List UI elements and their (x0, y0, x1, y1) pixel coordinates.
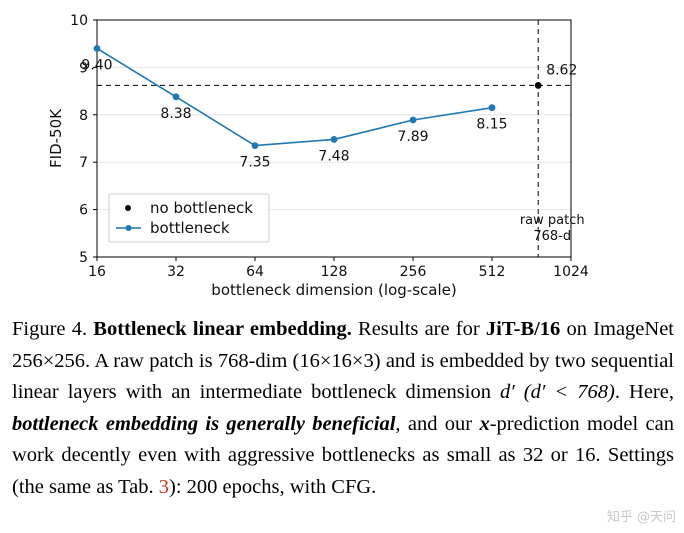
legend-box (108, 193, 270, 243)
y-tick-label-5: 5 (79, 250, 88, 266)
caption-text-1: Results are for (351, 318, 486, 340)
annotation-raw-patch-line-1: 768-d (533, 229, 571, 244)
caption-math-dprime: d′ (d′ < 768) (500, 381, 615, 403)
data-label-bottleneck-256: 7.89 (397, 129, 428, 145)
caption-model-name: JiT-B/16 (485, 318, 561, 340)
chart: 5 6 7 8 9 10 16 32 64 128 256 512 1024 bottleneck di… (47, 13, 589, 299)
y-tick-label-6: 6 (79, 203, 88, 219)
legend-label-bottleneck: bottleneck (150, 219, 230, 237)
data-label-bottleneck-512: 8.15 (476, 117, 507, 133)
x-axis-label: bottleneck dimension (log-scale) (211, 281, 456, 299)
axis-ticks: 5 6 7 8 9 10 16 32 64 128 256 512 1024 (70, 13, 589, 280)
figure-label: Figure 4. (12, 318, 88, 340)
data-point-bottleneck-32 (172, 93, 180, 101)
x-tick-label-16: 16 (88, 264, 106, 280)
caption-x-symbol: x (479, 412, 490, 435)
series: 9.40 8.38 7.35 7.48 7.89 8.15 8.62 (81, 45, 577, 171)
data-point-bottleneck-512 (488, 104, 496, 112)
y-tick-label-10: 10 (70, 13, 88, 29)
caption-text-5: -prediction model can work decently even… (12, 412, 674, 498)
caption-text-6: ): 200 epochs, with CFG. (169, 475, 377, 498)
y-axis-label: FID-50K (47, 108, 65, 168)
annotation-raw-patch-line-0: raw patch (520, 213, 585, 228)
data-point-bottleneck-128 (330, 136, 338, 143)
data-point-bottleneck-16 (93, 45, 101, 52)
data-label-bottleneck-128: 7.48 (318, 148, 349, 164)
legend-marker-bottleneck (125, 225, 132, 231)
data-label-bottleneck-64: 7.35 (239, 155, 270, 171)
legend: no bottleneck bottleneck (108, 193, 270, 243)
data-point-no-bottleneck (534, 82, 542, 89)
y-tick-label-8: 8 (79, 108, 88, 124)
watermark: 知乎 @天问 (604, 506, 678, 525)
caption-title: Bottleneck linear embedding. (93, 318, 352, 340)
legend-label-no-bottleneck: no bottleneck (150, 199, 253, 217)
data-point-bottleneck-256 (409, 116, 417, 124)
x-tick-label-64: 64 (246, 264, 264, 280)
y-tick-label-9: 9 (79, 60, 88, 76)
x-tick-label-1024: 1024 (553, 264, 589, 280)
series-line-bottleneck (96, 47, 493, 147)
reference-lines (97, 20, 571, 257)
caption-emphasis: bottleneck embedding is generally benefi… (12, 412, 396, 435)
x-tick-label-128: 128 (321, 264, 348, 280)
caption-text-3: . Here, (614, 381, 674, 403)
data-label-bottleneck-16: 9.40 (81, 57, 112, 73)
data-label-no-bottleneck: 8.62 (546, 62, 577, 78)
caption-text-2: on ImageNet 256×256. A raw patch is 768-… (12, 318, 674, 403)
y-tick-label-7: 7 (79, 155, 88, 171)
legend-marker-no-bottleneck (125, 205, 131, 211)
data-label-bottleneck-32: 8.38 (160, 106, 191, 122)
caption-text-4: , and our (395, 412, 480, 435)
x-tick-label-256: 256 (400, 264, 427, 280)
data-point-bottleneck-64 (251, 142, 259, 150)
x-tick-label-512: 512 (479, 264, 506, 280)
figure-caption: Figure 4. Bottleneck linear embedding. R… (12, 314, 674, 503)
x-tick-label-32: 32 (167, 264, 185, 280)
table-reference-link[interactable]: 3 (158, 475, 170, 498)
